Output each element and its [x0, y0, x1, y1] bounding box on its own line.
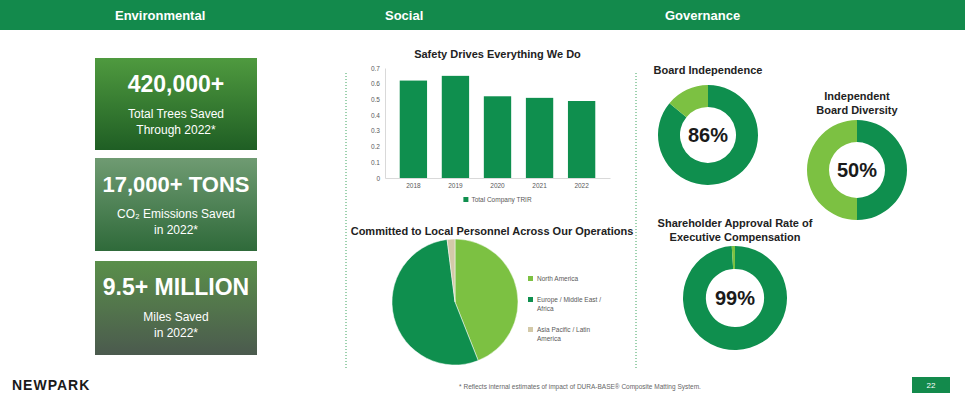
y-tick-label: 0.4: [371, 112, 380, 119]
pie-slice: [447, 239, 455, 302]
legend-label-line: North America: [537, 275, 579, 282]
legend-swatch: [528, 297, 533, 302]
y-tick: 0.1: [371, 159, 385, 166]
x-axis-line: [386, 178, 611, 179]
tile: [95, 158, 257, 251]
donut: [658, 85, 758, 185]
x-axis: 2018 2019 2020 2021 2022: [386, 178, 611, 189]
y-tick-label: 0.2: [371, 143, 380, 150]
y-axis: 0 0.1 0.2 0.3 0.4 0.5 0.6 0.7: [371, 65, 386, 182]
y-axis-line: [385, 69, 386, 179]
chart-title-line: Independent: [824, 90, 890, 102]
y-tick: 0.6: [371, 80, 385, 87]
y-tick: 0: [376, 175, 385, 182]
section-title: Governance: [665, 8, 740, 23]
bar: [400, 81, 427, 178]
page-box: [912, 377, 950, 393]
bars: [400, 76, 596, 178]
x-tick-label: 2021: [532, 182, 547, 189]
chart-title-line: Board Diversity: [816, 104, 898, 116]
chart-title-line: Board Independence: [654, 64, 763, 76]
legend-label-line: Africa: [537, 305, 554, 312]
chart-title: Shareholder Approval Rate of Executive Co…: [658, 217, 813, 243]
y-tick-label: 0.1: [371, 159, 380, 166]
legend-swatch: [463, 197, 468, 202]
tile-value: 420,000+: [128, 71, 225, 97]
donut-center-label: 50%: [837, 159, 877, 181]
logo: NEWPARK: [12, 377, 90, 393]
header-band: [0, 0, 965, 30]
x-tick-label: 2019: [448, 182, 463, 189]
donut-center-label: 86%: [688, 124, 728, 146]
legend-label-line: America: [537, 335, 561, 342]
y-tick-label: 0.6: [371, 80, 380, 87]
bar: [484, 96, 511, 178]
x-tick: 2020: [490, 178, 505, 189]
chart-title: Safety Drives Everything We Do: [414, 48, 581, 60]
y-tick-label: 0.5: [371, 96, 380, 103]
x-tick: 2022: [574, 178, 589, 189]
donut-slice: [732, 246, 735, 269]
x-tick: 2021: [532, 178, 547, 189]
tile-label: in 2022*: [154, 326, 198, 340]
legend-swatch: [528, 276, 533, 281]
x-tick-label: 2018: [406, 182, 421, 189]
chart-title: Board Independence: [654, 64, 763, 76]
x-tick-label: 2020: [490, 182, 505, 189]
section-title: Environmental: [115, 8, 205, 23]
y-tick: 0.2: [371, 143, 385, 150]
chart-title-line: Shareholder Approval Rate of: [658, 217, 813, 229]
page-number: 22: [927, 381, 936, 390]
footnote: * Reflects internal estimates of impact …: [459, 383, 701, 391]
separator: [346, 73, 347, 368]
donut-slice: [658, 85, 758, 185]
y-tick-label: 0: [376, 175, 380, 182]
donut-center-label: 99%: [715, 287, 755, 309]
section-title: Social: [385, 8, 423, 23]
y-tick-label: 0.7: [371, 65, 380, 72]
chart-title: Committed to Local Personnel Across Our …: [351, 225, 634, 237]
tile-label: Miles Saved: [143, 310, 208, 324]
legend-label-line: Europe / Middle East /: [537, 296, 601, 304]
x-tick: 2018: [406, 178, 421, 189]
y-tick: 0.5: [371, 96, 385, 103]
tile-label: in 2022*: [154, 223, 198, 237]
y-tick: 0.3: [371, 127, 385, 134]
tile: [95, 261, 257, 355]
x-tick: 2019: [448, 178, 463, 189]
bar: [526, 98, 553, 178]
pie-slice: [392, 239, 478, 365]
chart-title: Independent Board Diversity: [816, 90, 898, 116]
bar: [442, 76, 469, 178]
y-tick-label: 0.3: [371, 127, 380, 134]
legend-label: Total Company TRIR: [471, 196, 532, 204]
tile-value: 17,000+ TONS: [103, 172, 250, 197]
y-tick: 0.4: [371, 112, 385, 119]
donut-slice: [683, 246, 787, 350]
y-tick: 0.7: [371, 65, 385, 72]
donut-slice: [669, 85, 708, 117]
slide: Environmental Social Governance 420,000+ Tot…: [0, 0, 965, 396]
tile-value: 9.5+ MILLION: [103, 274, 249, 300]
tile: [95, 58, 257, 150]
chart-title-line: Executive Compensation: [670, 231, 801, 243]
tile-label: Through 2022*: [136, 123, 216, 137]
tile-label: Total Trees Saved: [128, 107, 224, 121]
x-tick-label: 2022: [574, 182, 589, 189]
pie: [392, 239, 518, 365]
legend-label: Europe / Middle East /Africa: [537, 296, 601, 312]
separator: [636, 73, 637, 368]
bar: [568, 101, 595, 178]
tile-label: CO₂ Emissions Saved: [117, 207, 235, 221]
donut: [683, 246, 787, 350]
legend-swatch: [528, 327, 533, 332]
legend-label-line: Asia Pacific / Latin: [537, 326, 590, 333]
legend-label: North America: [537, 275, 579, 282]
donut: [807, 120, 907, 220]
legend-label: Asia Pacific / Latin America: [537, 326, 590, 342]
